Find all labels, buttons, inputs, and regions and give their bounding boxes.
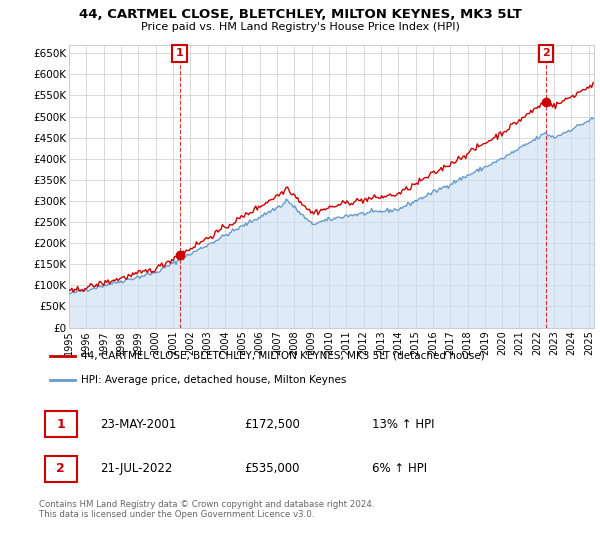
Text: 1: 1 [176, 48, 184, 58]
Text: 44, CARTMEL CLOSE, BLETCHLEY, MILTON KEYNES, MK3 5LT (detached house): 44, CARTMEL CLOSE, BLETCHLEY, MILTON KEY… [80, 351, 484, 361]
Text: 23-MAY-2001: 23-MAY-2001 [100, 418, 176, 431]
FancyBboxPatch shape [44, 456, 77, 482]
Text: 6% ↑ HPI: 6% ↑ HPI [372, 462, 427, 475]
Text: Price paid vs. HM Land Registry's House Price Index (HPI): Price paid vs. HM Land Registry's House … [140, 22, 460, 32]
Text: HPI: Average price, detached house, Milton Keynes: HPI: Average price, detached house, Milt… [80, 375, 346, 385]
Text: 21-JUL-2022: 21-JUL-2022 [100, 462, 172, 475]
Text: 13% ↑ HPI: 13% ↑ HPI [372, 418, 434, 431]
Text: £172,500: £172,500 [244, 418, 300, 431]
Text: 2: 2 [56, 462, 65, 475]
Text: Contains HM Land Registry data © Crown copyright and database right 2024.
This d: Contains HM Land Registry data © Crown c… [39, 500, 374, 519]
Text: 1: 1 [56, 418, 65, 431]
Text: £535,000: £535,000 [244, 462, 300, 475]
FancyBboxPatch shape [44, 412, 77, 437]
Text: 44, CARTMEL CLOSE, BLETCHLEY, MILTON KEYNES, MK3 5LT: 44, CARTMEL CLOSE, BLETCHLEY, MILTON KEY… [79, 8, 521, 21]
Text: 2: 2 [542, 48, 550, 58]
